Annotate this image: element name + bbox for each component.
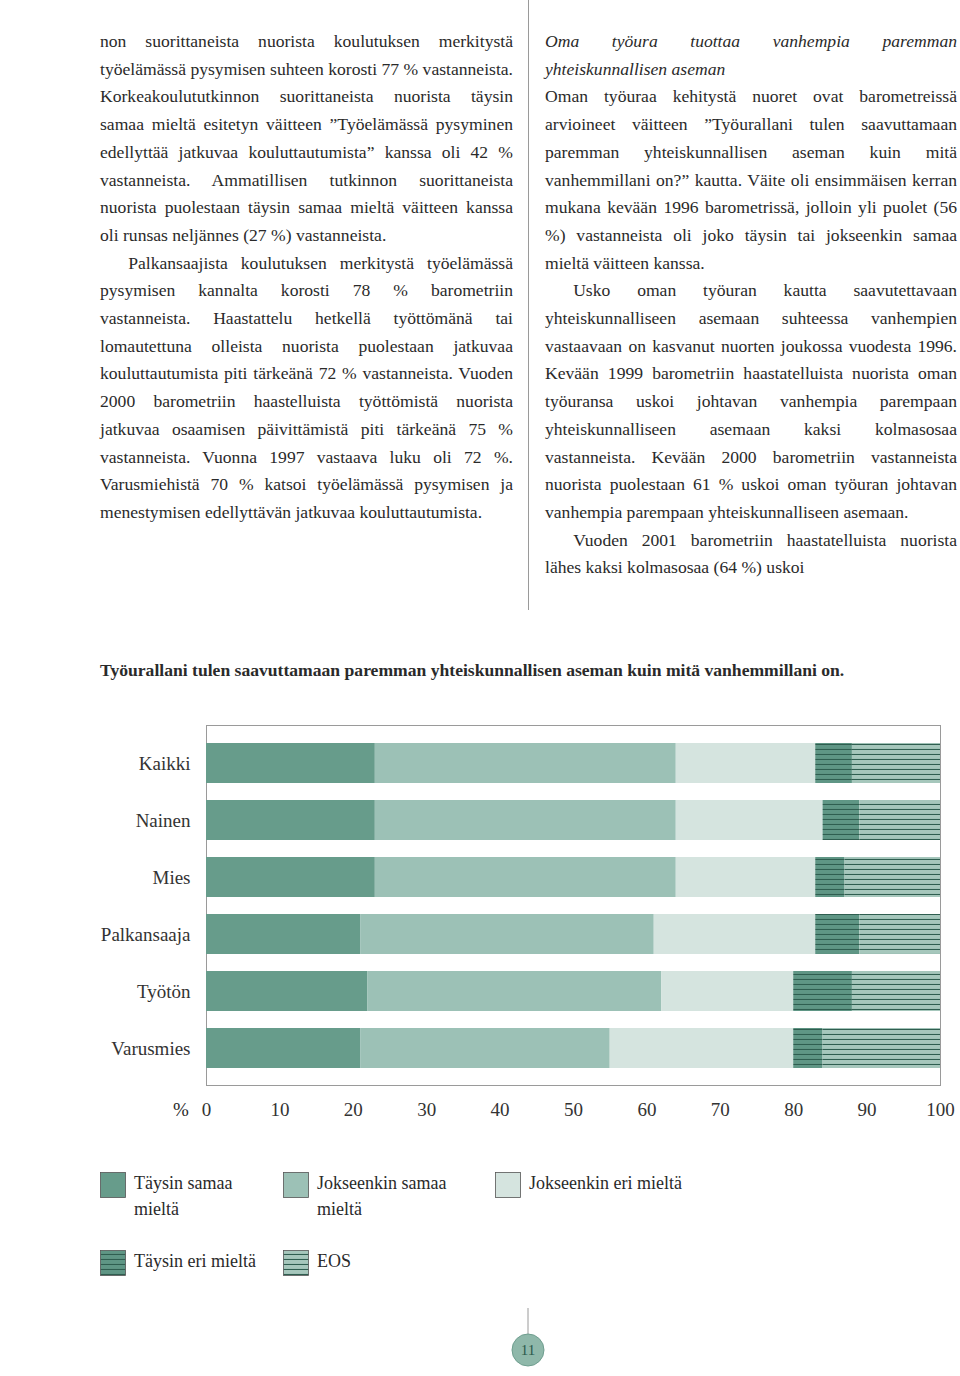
svg-text:Nainen: Nainen bbox=[136, 810, 191, 831]
svg-text:70: 70 bbox=[711, 1099, 730, 1120]
html-text:non suorittaneista nuorista ko: non suorittaneista nuorista koulutuksen … bbox=[100, 31, 513, 245]
svg-text:Varusmies: Varusmies bbox=[111, 1038, 190, 1059]
svg-text:Mies: Mies bbox=[153, 867, 191, 888]
html-text:Vuoden 2001 barometriin haasta: Vuoden 2001 barometriin haastatelluista … bbox=[545, 529, 957, 578]
html-text:Jokseenkin samaa mieltä: Jokseenkin samaa mieltä bbox=[317, 1173, 447, 1219]
html-text:Jokseenkin eri mieltä: Jokseenkin eri mieltä bbox=[529, 1173, 682, 1193]
svg-text:60: 60 bbox=[637, 1099, 656, 1120]
html-text:Oman työuraa kehitystä nuoret: Oman työuraa kehitystä nuoret ovat barom… bbox=[545, 86, 957, 273]
svg-text:11: 11 bbox=[521, 1342, 535, 1358]
svg-text:10: 10 bbox=[270, 1099, 289, 1120]
svg-text:100: 100 bbox=[926, 1099, 955, 1120]
svg-text:Työtön: Työtön bbox=[137, 981, 191, 1002]
svg-text:Kaikki: Kaikki bbox=[139, 753, 191, 774]
html-text:Työurallani tulen saavuttamaan: Työurallani tulen saavuttamaan paremman … bbox=[100, 660, 845, 680]
svg-text:90: 90 bbox=[858, 1099, 877, 1120]
svg-text:40: 40 bbox=[491, 1099, 510, 1120]
html-text:Täysin samaa mieltä: Täysin samaa mieltä bbox=[134, 1173, 233, 1219]
svg-text:20: 20 bbox=[344, 1099, 363, 1120]
svg-text:80: 80 bbox=[784, 1099, 803, 1120]
html-text:Usko oman työuran kautta saavu: Usko oman työuran kautta saavutettavaan … bbox=[545, 280, 957, 522]
html-text:Oma työura tuottaa vanhempia p: Oma työura tuottaa vanhempia paremman yh… bbox=[545, 31, 957, 79]
html-text:EOS: EOS bbox=[317, 1251, 351, 1271]
svg-text:0: 0 bbox=[202, 1099, 212, 1120]
svg-text:50: 50 bbox=[564, 1099, 583, 1120]
svg-text:Palkansaaja: Palkansaaja bbox=[101, 924, 191, 945]
svg-text:30: 30 bbox=[417, 1099, 436, 1120]
html-text:Täysin eri mieltä: Täysin eri mieltä bbox=[134, 1251, 256, 1271]
html-text:Palkansaajista koulutuksen mer: Palkansaajista koulutuksen merkitystä ty… bbox=[100, 252, 513, 522]
